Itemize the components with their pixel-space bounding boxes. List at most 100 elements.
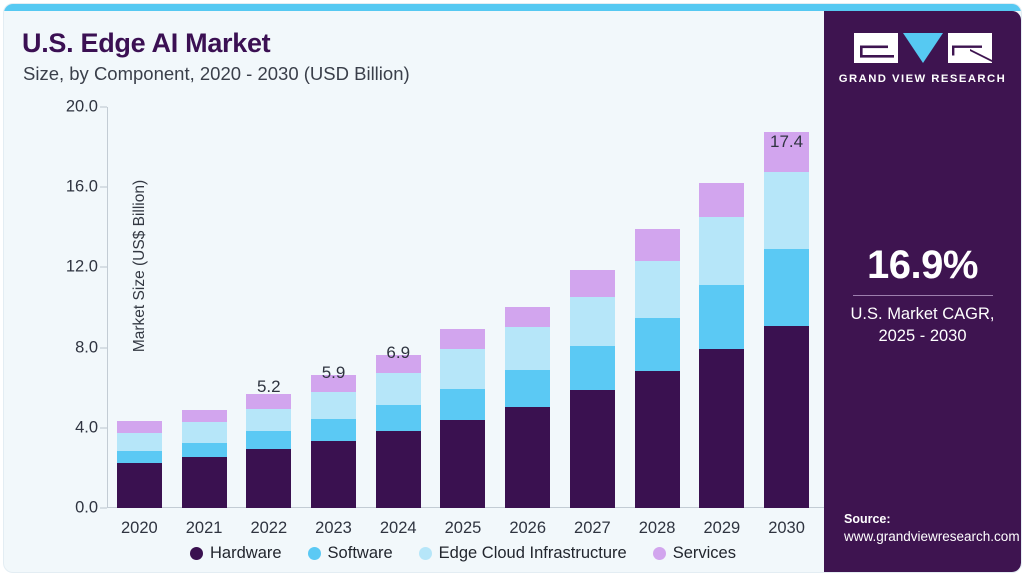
- y-tick-mark: [100, 427, 107, 429]
- bar-segment[interactable]: [699, 183, 745, 218]
- stacked-bar[interactable]: [181, 409, 227, 508]
- legend-item[interactable]: Edge Cloud Infrastructure: [418, 544, 627, 563]
- bar-segment[interactable]: [505, 406, 551, 508]
- bar-segment[interactable]: [181, 456, 227, 508]
- source-url[interactable]: www.grandviewresearch.com: [844, 528, 1020, 544]
- legend-swatch-icon: [307, 547, 321, 560]
- bar-column[interactable]: 2027: [561, 107, 623, 537]
- stacked-bar[interactable]: [699, 183, 745, 508]
- legend-label: Services: [672, 544, 736, 562]
- bar-segment[interactable]: [440, 328, 486, 349]
- stacked-bar[interactable]: [116, 420, 162, 508]
- cagr-desc-line-1: U.S. Market CAGR,: [850, 305, 995, 323]
- logo-mark-icon: [853, 32, 992, 64]
- stacked-bar[interactable]: [634, 229, 680, 508]
- stacked-bar[interactable]: [311, 374, 357, 508]
- bar-segment[interactable]: [764, 249, 810, 326]
- y-tick-label: 4.0: [75, 418, 98, 437]
- bar-column[interactable]: 2028: [626, 107, 688, 537]
- logo-g-icon: [853, 33, 898, 63]
- bar-column[interactable]: 2020: [108, 107, 170, 537]
- bar-column[interactable]: 2026: [497, 107, 559, 537]
- bar-segment[interactable]: [116, 420, 162, 433]
- stacked-bar[interactable]: [375, 354, 421, 508]
- y-tick-mark: [100, 347, 107, 349]
- bar-value-label: 5.9: [321, 362, 346, 382]
- bar-segment[interactable]: [569, 270, 615, 297]
- bar-segment[interactable]: [699, 217, 745, 286]
- bar-column[interactable]: 17.4 2030: [756, 107, 818, 537]
- chart-zone: U.S. Edge AI Market Size, by Component, …: [4, 11, 824, 572]
- stacked-bar[interactable]: [764, 132, 810, 508]
- bar-segment[interactable]: [634, 261, 680, 318]
- bar-segment[interactable]: [116, 450, 162, 463]
- bar-segment[interactable]: [375, 404, 421, 431]
- bar-segment[interactable]: [764, 172, 810, 250]
- stacked-bar[interactable]: [505, 306, 551, 508]
- bar-segment[interactable]: [764, 325, 810, 508]
- page-subtitle: Size, by Component, 2020 - 2030 (USD Bil…: [23, 63, 410, 84]
- bar-segment[interactable]: [181, 421, 227, 443]
- bar-column[interactable]: 2021: [173, 107, 235, 537]
- bar-segment[interactable]: [375, 372, 421, 405]
- bar-column[interactable]: 2029: [691, 107, 753, 537]
- bar-segment[interactable]: [246, 430, 292, 449]
- bar-segment[interactable]: [505, 326, 551, 370]
- legend-item[interactable]: Software: [307, 544, 393, 563]
- x-tick-label: 2023: [315, 519, 352, 537]
- source-attribution: Source: www.grandviewresearch.com: [844, 511, 1020, 546]
- bar-segment[interactable]: [181, 409, 227, 422]
- bar-segment[interactable]: [764, 132, 810, 173]
- bar-segment[interactable]: [311, 418, 357, 441]
- bar-segment[interactable]: [311, 391, 357, 419]
- bar-segment[interactable]: [634, 370, 680, 508]
- bar-segment[interactable]: [440, 419, 486, 508]
- bar-segment[interactable]: [116, 462, 162, 508]
- stacked-bar[interactable]: [440, 328, 486, 508]
- legend-swatch-icon: [418, 547, 432, 560]
- y-tick-label: 16.0: [65, 177, 98, 196]
- bar-segment[interactable]: [569, 345, 615, 390]
- bar-segment[interactable]: [116, 432, 162, 451]
- bar-segment[interactable]: [569, 389, 615, 508]
- bar-column[interactable]: 6.9 2024: [367, 107, 429, 537]
- y-tick-mark: [100, 266, 107, 268]
- legend-item[interactable]: Services: [652, 544, 736, 563]
- brand-logo: GRAND VIEW RESEARCH: [824, 32, 1021, 85]
- cagr-value: 16.9%: [867, 243, 978, 287]
- bar-segment[interactable]: [505, 306, 551, 327]
- bar-segment[interactable]: [440, 388, 486, 420]
- bar-column[interactable]: 5.9 2023: [303, 107, 365, 537]
- x-tick-label: 2027: [574, 519, 611, 537]
- legend-swatch-icon: [190, 547, 204, 560]
- bar-segment[interactable]: [375, 430, 421, 508]
- bar-segment[interactable]: [505, 369, 551, 407]
- bar-column[interactable]: 2025: [432, 107, 494, 537]
- bar-segment[interactable]: [569, 296, 615, 346]
- x-tick-label: 2028: [638, 519, 676, 537]
- bar-segment[interactable]: [699, 285, 745, 349]
- bar-segment[interactable]: [375, 354, 421, 373]
- page-title: U.S. Edge AI Market: [22, 28, 271, 58]
- stacked-bar[interactable]: [569, 270, 615, 508]
- bar-segment[interactable]: [246, 393, 292, 409]
- legend-swatch-icon: [652, 547, 666, 560]
- legend-label: Edge Cloud Infrastructure: [438, 544, 627, 562]
- bar-segment[interactable]: [311, 374, 357, 392]
- stacked-bar[interactable]: [246, 393, 292, 508]
- bar-segment[interactable]: [181, 442, 227, 457]
- bar-column[interactable]: 5.2 2022: [238, 107, 300, 537]
- bar-segment[interactable]: [311, 440, 357, 508]
- y-tick-label: 0.0: [75, 498, 98, 517]
- bar-segment[interactable]: [246, 448, 292, 508]
- bar-segment[interactable]: [634, 229, 680, 262]
- legend-item[interactable]: Hardware: [190, 544, 282, 563]
- bar-segment[interactable]: [246, 408, 292, 431]
- logo-v-icon: [902, 33, 943, 63]
- chart-card: U.S. Edge AI Market Size, by Component, …: [4, 4, 1021, 572]
- legend-label: Hardware: [210, 544, 282, 562]
- bar-segment[interactable]: [634, 317, 680, 371]
- top-accent-bar: [4, 4, 1021, 11]
- bar-segment[interactable]: [440, 348, 486, 389]
- bar-segment[interactable]: [699, 348, 745, 508]
